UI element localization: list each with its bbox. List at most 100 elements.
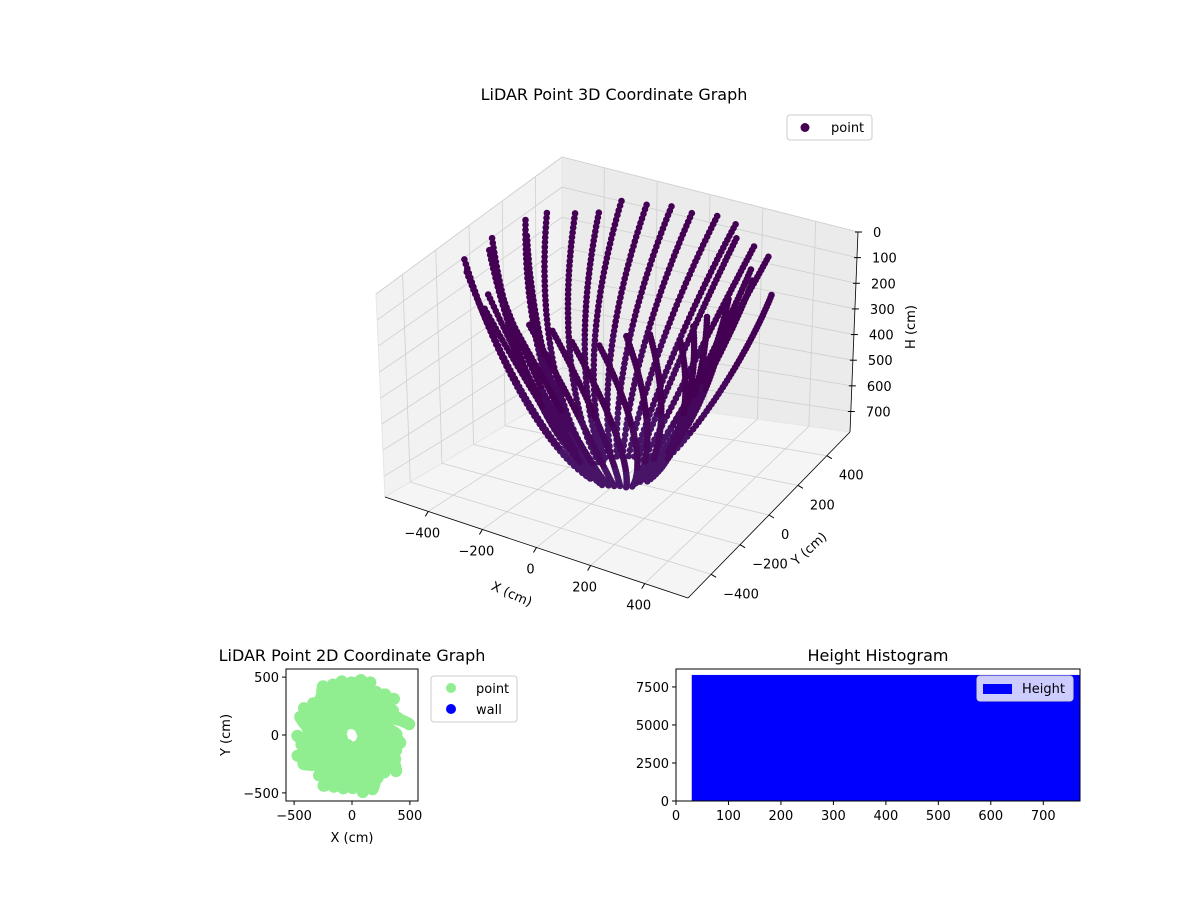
z-tick-label: 400 (869, 329, 894, 344)
legend-label-height: Height (1022, 682, 1065, 697)
data-point (619, 370, 627, 377)
data-point (732, 221, 739, 228)
data-point (623, 332, 630, 340)
data-point (564, 305, 572, 312)
data-point (621, 436, 628, 444)
legend-marker-point (446, 683, 456, 693)
x-tick-label: −400 (404, 526, 440, 541)
grid-line-z (561, 186, 858, 259)
data-point (568, 233, 576, 241)
data-point (524, 241, 531, 249)
data-point (622, 426, 630, 433)
data-point (542, 301, 550, 309)
data-point (604, 381, 612, 388)
grid-line-y (435, 249, 443, 464)
y-tick-label: 0 (271, 729, 279, 744)
data-point (604, 386, 612, 393)
data-point (620, 365, 627, 372)
data-point (676, 337, 684, 344)
data-point (567, 243, 575, 250)
data-point (566, 262, 573, 270)
data-point (581, 340, 588, 348)
y-tick-label: −500 (243, 787, 279, 802)
tick-labels: −400 −200 0 200 400 −400 −200 0 200 400 0 100 200 300… (404, 226, 896, 614)
data-point (581, 331, 589, 339)
data-point (542, 219, 550, 227)
data-point (593, 312, 601, 320)
data-point (725, 295, 732, 303)
data-point (749, 277, 757, 284)
y-tick-mark (797, 484, 804, 489)
data-point (581, 350, 589, 358)
data-point (583, 289, 591, 296)
data-point (565, 267, 573, 274)
data-point (723, 307, 730, 315)
x-tick-label: 400 (626, 599, 651, 614)
data-point (598, 283, 605, 291)
data-point (523, 232, 531, 240)
data-point (543, 209, 551, 217)
data-point (595, 298, 603, 305)
data-point (541, 248, 548, 256)
x-tick-label: 400 (873, 809, 898, 824)
x-tick-label: 300 (821, 809, 846, 824)
data-point (522, 226, 529, 234)
y-tick-label: 0 (661, 795, 669, 810)
data-point (543, 316, 551, 323)
grid-line-y (468, 225, 474, 445)
x-tick-label: 200 (572, 581, 597, 596)
x-tick-mark (587, 565, 592, 571)
grid-line-y (441, 462, 741, 546)
data-point (569, 224, 577, 231)
chart-histogram: Height Histogram 0 100 200 300 400 500 600 7000… (636, 646, 1081, 824)
data-point (605, 376, 612, 383)
data-point (608, 342, 616, 349)
z-tick-label: 700 (866, 405, 891, 420)
x-tick-label: −200 (459, 544, 495, 559)
chart-2d: LiDAR Point 2D Coordinate Graph −500 0 500… (219, 646, 518, 846)
data-point (537, 343, 545, 350)
data-point (613, 453, 621, 460)
data-point (621, 360, 628, 367)
data-point (604, 391, 611, 398)
z-axis-label-3d: H (cm) (904, 305, 919, 349)
x-tick-label: 700 (1031, 809, 1056, 824)
data-point (566, 252, 574, 260)
data-point (564, 314, 572, 322)
grid-line-z (561, 156, 859, 233)
data-point (541, 238, 549, 246)
legend-2d: point wall (430, 675, 518, 723)
x-tick-mark (641, 583, 646, 589)
grid-line-z (375, 156, 563, 295)
data-point (541, 253, 548, 261)
data-point (581, 336, 589, 343)
data-point (565, 455, 572, 463)
data-point (618, 374, 626, 382)
grid-line-y (410, 481, 712, 575)
data-point (592, 327, 599, 334)
y-axis-label-3d: Y (cm) (788, 530, 830, 570)
z-tick-label: 0 (873, 226, 881, 241)
legend-label-point: point (476, 682, 509, 697)
data-point (591, 396, 598, 404)
y-tick-mark (710, 573, 717, 578)
scatter-points-3d (461, 197, 775, 491)
histogram-title: Height Histogram (808, 646, 949, 665)
data-point (568, 338, 576, 346)
data-point (703, 313, 711, 321)
data-point (609, 337, 616, 344)
data-point (541, 234, 549, 241)
x-tick-mark (478, 529, 483, 535)
y-tick-mark (768, 514, 775, 519)
y-tick-mark (826, 455, 833, 460)
data-point (541, 263, 548, 270)
data-point (522, 221, 529, 229)
data-point (571, 214, 578, 222)
data-point (590, 356, 598, 364)
data-point (594, 307, 602, 315)
y-axis-label-2d: Y (cm) (219, 714, 234, 757)
legend-marker-wall (446, 704, 456, 714)
z-tick-label: 100 (872, 252, 897, 267)
y-tick-label: 5000 (636, 719, 669, 734)
data-point (621, 431, 629, 439)
